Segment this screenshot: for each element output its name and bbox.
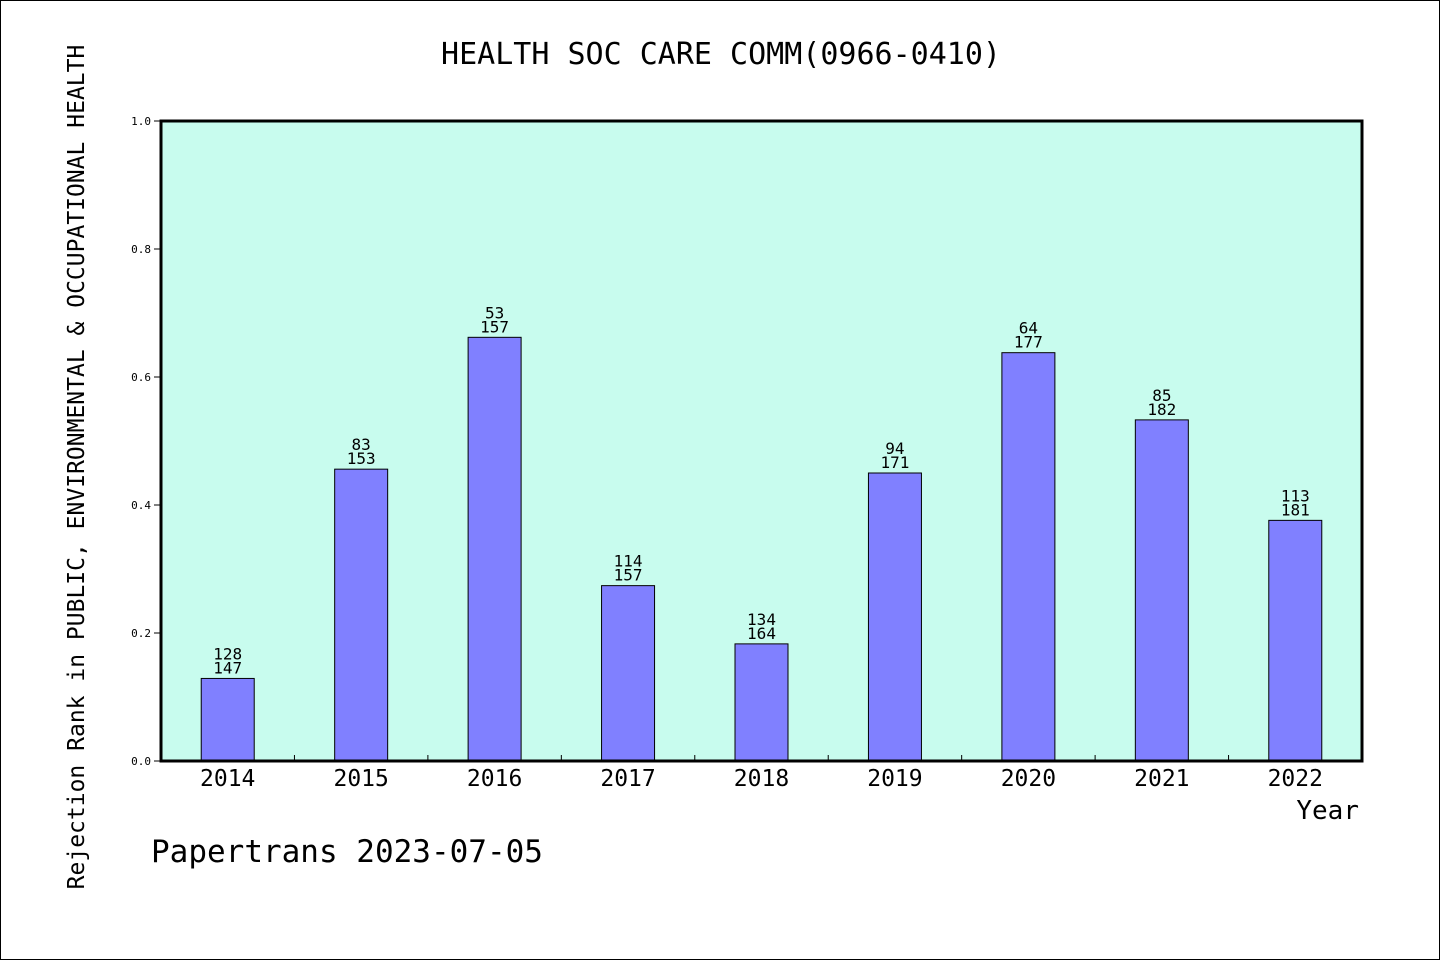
y-tick-label: 0.8 <box>131 243 151 256</box>
x-tick-label: 2021 <box>1134 766 1189 792</box>
bar <box>1001 352 1056 762</box>
y-tick-label: 0.0 <box>131 755 151 768</box>
x-tick-label: 2015 <box>333 766 388 792</box>
bar <box>734 643 789 762</box>
bar-rank-label: 83 <box>352 435 371 454</box>
x-tick-label: 2022 <box>1268 766 1323 792</box>
bar-rank-label: 134 <box>747 610 776 629</box>
x-axis-label: Year <box>1296 796 1359 826</box>
y-tick-label: 1.0 <box>131 115 151 128</box>
bar-total-label: 181 <box>1281 500 1310 519</box>
bar <box>334 468 389 762</box>
bar-rank-label: 53 <box>485 303 504 322</box>
x-tick-label: 2019 <box>867 766 922 792</box>
bar-total-label: 182 <box>1147 400 1176 419</box>
chart-title: HEALTH SOC CARE COMM(0966-0410) <box>441 37 1001 72</box>
bar-total-label: 157 <box>614 566 643 585</box>
bar-total-label: 171 <box>880 453 909 472</box>
bar-rank-label: 113 <box>1281 486 1310 505</box>
x-tick-label: 2018 <box>734 766 789 792</box>
plot-border <box>159 119 1364 763</box>
bar <box>867 472 922 762</box>
x-tick-label: 2017 <box>600 766 655 792</box>
bar-rank-label: 94 <box>885 439 904 458</box>
y-tick-label: 0.4 <box>131 499 151 512</box>
y-tick-label: 0.6 <box>131 371 151 384</box>
bar <box>1268 519 1323 762</box>
bar <box>601 585 656 762</box>
bar-total-label: 177 <box>1014 333 1043 352</box>
bar-rank-label: 128 <box>213 644 242 663</box>
bar <box>1134 419 1189 762</box>
x-tick-label: 2014 <box>200 766 255 792</box>
bar <box>467 336 522 762</box>
bar-total-label: 147 <box>213 658 242 677</box>
bar-total-label: 157 <box>480 317 509 336</box>
footer-credit: Papertrans 2023-07-05 <box>151 834 543 870</box>
y-tick-label: 0.2 <box>131 627 151 640</box>
bar-rank-label: 114 <box>614 552 643 571</box>
bar-total-label: 164 <box>747 624 776 643</box>
x-tick-label: 2020 <box>1001 766 1056 792</box>
bar-rank-label: 85 <box>1152 386 1171 405</box>
bar-rank-label: 64 <box>1019 319 1038 338</box>
bar <box>200 677 255 762</box>
bar-total-label: 153 <box>347 449 376 468</box>
x-tick-label: 2016 <box>467 766 522 792</box>
